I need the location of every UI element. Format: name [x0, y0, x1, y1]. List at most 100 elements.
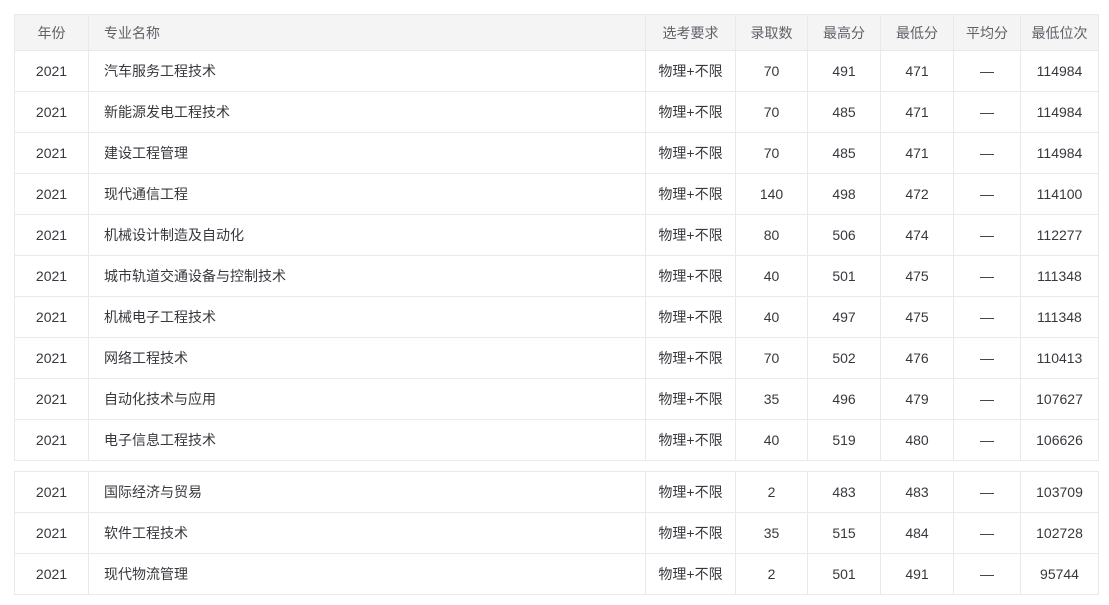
cell-admit-count: 2	[735, 553, 808, 595]
cell-min-score: 491	[880, 553, 954, 595]
cell-min-rank: 95744	[1020, 553, 1099, 595]
cell-exam-requirement: 物理+不限	[645, 471, 736, 513]
cell-max-score: 498	[807, 173, 881, 215]
cell-min-rank: 114984	[1020, 50, 1099, 92]
cell-major-name: 自动化技术与应用	[88, 378, 646, 420]
cell-major-name: 现代通信工程	[88, 173, 646, 215]
cell-exam-requirement: 物理+不限	[645, 173, 736, 215]
cell-min-rank: 102728	[1020, 512, 1099, 554]
table-row: 2021 城市轨道交通设备与控制技术 物理+不限 40 501 475 — 11…	[14, 255, 1099, 297]
cell-year: 2021	[14, 255, 89, 297]
cell-max-score: 485	[807, 132, 881, 174]
cell-min-rank: 107627	[1020, 378, 1099, 420]
cell-avg-score: —	[953, 132, 1021, 174]
table-row: 2021 汽车服务工程技术 物理+不限 70 491 471 — 114984	[14, 50, 1099, 92]
cell-year: 2021	[14, 173, 89, 215]
cell-exam-requirement: 物理+不限	[645, 214, 736, 256]
cell-exam-requirement: 物理+不限	[645, 91, 736, 133]
cell-admit-count: 40	[735, 255, 808, 297]
cell-min-score: 471	[880, 50, 954, 92]
cell-min-score: 475	[880, 296, 954, 338]
cell-min-rank: 114984	[1020, 132, 1099, 174]
cell-admit-count: 70	[735, 91, 808, 133]
cell-major-name: 汽车服务工程技术	[88, 50, 646, 92]
cell-min-score: 471	[880, 91, 954, 133]
cell-max-score: 519	[807, 419, 881, 461]
table-header: 年份 专业名称 选考要求 录取数 最高分 最低分 平均分 最低位次	[14, 14, 1099, 51]
table-row: 2021 机械电子工程技术 物理+不限 40 497 475 — 111348	[14, 296, 1099, 338]
cell-exam-requirement: 物理+不限	[645, 337, 736, 379]
table-row: 2021 建设工程管理 物理+不限 70 485 471 — 114984	[14, 132, 1099, 174]
cell-year: 2021	[14, 553, 89, 595]
cell-admit-count: 70	[735, 337, 808, 379]
cell-max-score: 515	[807, 512, 881, 554]
col-header-min-rank: 最低位次	[1020, 14, 1099, 51]
cell-max-score: 501	[807, 553, 881, 595]
cell-max-score: 502	[807, 337, 881, 379]
cell-major-name: 机械电子工程技术	[88, 296, 646, 338]
cell-avg-score: —	[953, 419, 1021, 461]
table-row: 2021 现代物流管理 物理+不限 2 501 491 — 95744	[14, 553, 1099, 595]
cell-exam-requirement: 物理+不限	[645, 419, 736, 461]
cell-min-score: 476	[880, 337, 954, 379]
cell-admit-count: 40	[735, 419, 808, 461]
cell-major-name: 建设工程管理	[88, 132, 646, 174]
cell-avg-score: —	[953, 337, 1021, 379]
cell-min-rank: 111348	[1020, 296, 1099, 338]
cell-major-name: 新能源发电工程技术	[88, 91, 646, 133]
col-header-max-score: 最高分	[807, 14, 881, 51]
cell-avg-score: —	[953, 50, 1021, 92]
cell-min-rank: 103709	[1020, 471, 1099, 513]
table-row: 2021 自动化技术与应用 物理+不限 35 496 479 — 107627	[14, 378, 1099, 420]
cell-avg-score: —	[953, 553, 1021, 595]
cell-admit-count: 40	[735, 296, 808, 338]
cell-major-name: 软件工程技术	[88, 512, 646, 554]
cell-admit-count: 35	[735, 512, 808, 554]
cell-min-score: 479	[880, 378, 954, 420]
cell-year: 2021	[14, 296, 89, 338]
cell-admit-count: 35	[735, 378, 808, 420]
cell-min-rank: 110413	[1020, 337, 1099, 379]
cell-admit-count: 70	[735, 50, 808, 92]
table-row: 2021 软件工程技术 物理+不限 35 515 484 — 102728	[14, 512, 1099, 554]
cell-admit-count: 80	[735, 214, 808, 256]
table-row: 2021 电子信息工程技术 物理+不限 40 519 480 — 106626	[14, 419, 1099, 461]
cell-exam-requirement: 物理+不限	[645, 132, 736, 174]
cell-min-score: 472	[880, 173, 954, 215]
cell-min-score: 483	[880, 471, 954, 513]
cell-avg-score: —	[953, 378, 1021, 420]
cell-exam-requirement: 物理+不限	[645, 296, 736, 338]
cell-major-name: 国际经济与贸易	[88, 471, 646, 513]
cell-min-rank: 106626	[1020, 419, 1099, 461]
cell-exam-requirement: 物理+不限	[645, 512, 736, 554]
cell-major-name: 城市轨道交通设备与控制技术	[88, 255, 646, 297]
table-header-row: 年份 专业名称 选考要求 录取数 最高分 最低分 平均分 最低位次	[14, 14, 1099, 51]
cell-avg-score: —	[953, 512, 1021, 554]
cell-avg-score: —	[953, 173, 1021, 215]
cell-admit-count: 70	[735, 132, 808, 174]
cell-exam-requirement: 物理+不限	[645, 50, 736, 92]
cell-min-rank: 111348	[1020, 255, 1099, 297]
cell-max-score: 485	[807, 91, 881, 133]
cell-major-name: 电子信息工程技术	[88, 419, 646, 461]
cell-max-score: 496	[807, 378, 881, 420]
cell-min-score: 484	[880, 512, 954, 554]
col-header-major-name: 专业名称	[88, 14, 646, 51]
col-header-avg-score: 平均分	[953, 14, 1021, 51]
cell-avg-score: —	[953, 214, 1021, 256]
cell-min-score: 474	[880, 214, 954, 256]
cell-max-score: 497	[807, 296, 881, 338]
table-section-2: 2021 国际经济与贸易 物理+不限 2 483 483 — 103709 20…	[14, 471, 1099, 595]
col-header-year: 年份	[14, 14, 89, 51]
table-row: 2021 新能源发电工程技术 物理+不限 70 485 471 — 114984	[14, 91, 1099, 133]
cell-year: 2021	[14, 50, 89, 92]
table-row: 2021 国际经济与贸易 物理+不限 2 483 483 — 103709	[14, 471, 1099, 513]
cell-exam-requirement: 物理+不限	[645, 553, 736, 595]
cell-year: 2021	[14, 91, 89, 133]
gap-cell	[14, 460, 1099, 472]
cell-min-rank: 114984	[1020, 91, 1099, 133]
cell-max-score: 483	[807, 471, 881, 513]
cell-min-score: 475	[880, 255, 954, 297]
cell-exam-requirement: 物理+不限	[645, 255, 736, 297]
table-row: 2021 机械设计制造及自动化 物理+不限 80 506 474 — 11227…	[14, 214, 1099, 256]
